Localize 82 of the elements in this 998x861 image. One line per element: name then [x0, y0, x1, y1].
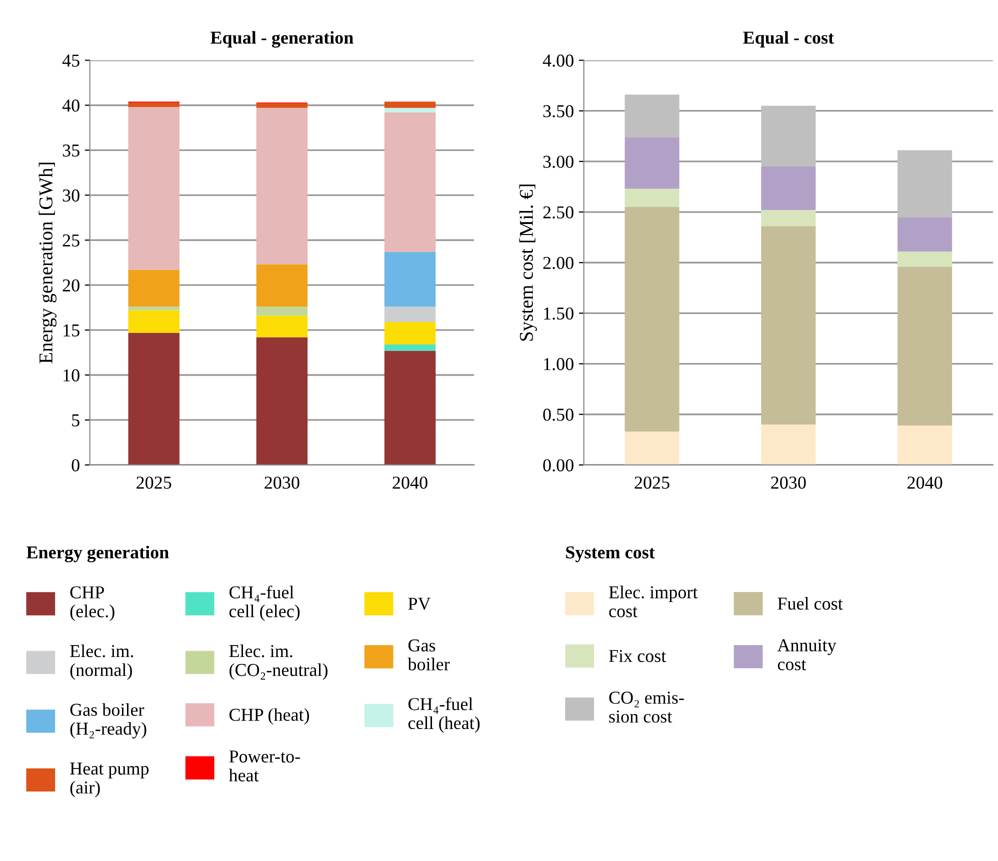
legend-title: Energy generation: [26, 546, 169, 562]
legend-label: CH₄-fuel cell (elec): [229, 586, 300, 622]
x-tick-label: 2025: [136, 476, 172, 489]
y-tick-label: 2.50: [543, 206, 574, 219]
y-tick-label: 0.50: [543, 408, 574, 421]
legend-label: Fuel cost: [778, 597, 843, 610]
legend-label: Heat pump (air): [70, 762, 149, 798]
bar: [128, 270, 180, 307]
legend-label: PV: [408, 598, 431, 610]
x-tick-label: 2040: [908, 476, 942, 489]
bar: [624, 94, 680, 138]
y-tick-label: 40: [62, 99, 80, 112]
legend-label: Gas boiler (H₂-ready): [70, 703, 146, 739]
bar: [384, 112, 436, 252]
y-tick-label: 5: [72, 414, 80, 426]
bar: [898, 425, 952, 465]
bar: [128, 306, 180, 310]
y-tick-label: 4.00: [542, 54, 574, 67]
legend-label: Elec. im. (normal): [70, 644, 134, 680]
y-tick-label: 0: [72, 459, 80, 472]
legend-label: CO₂ emis- sion cost: [609, 692, 684, 723]
legend-title: System cost: [566, 546, 655, 562]
bar: [128, 102, 180, 108]
y-tick-label: 3.00: [543, 156, 574, 168]
bar: [384, 102, 436, 108]
bar: [384, 252, 436, 307]
legend-label: Fix cost: [609, 650, 666, 662]
legend-label: Elec. im. (CO₂-neutral): [229, 644, 328, 680]
bar: [128, 332, 180, 465]
bar: [624, 432, 680, 465]
x-tick-label: 2030: [264, 476, 300, 489]
legend-label: Elec. import cost: [609, 586, 698, 618]
y-tick-label: 1.00: [544, 358, 574, 370]
bar: [624, 206, 680, 432]
bar: [761, 106, 816, 166]
y-tick-label: 35: [62, 144, 80, 157]
bar: [761, 166, 816, 210]
legend-label: Annuity cost: [777, 639, 836, 670]
bar: [256, 103, 308, 108]
y-tick-label: 1.50: [544, 307, 574, 320]
y-tick-label: 2.00: [543, 256, 574, 270]
legend-label: Gas boiler: [408, 639, 450, 670]
bar: [256, 306, 308, 316]
y-tick-label: 15: [64, 324, 80, 336]
chart-title: Equal - generation: [210, 31, 354, 48]
legend-label: CHP (elec.): [70, 586, 114, 622]
x-tick-label: 2030: [771, 476, 806, 489]
bar: [898, 217, 952, 252]
bar: [898, 266, 952, 426]
y-tick-label: 3.50: [543, 105, 574, 118]
bar: [761, 226, 816, 424]
bar: [898, 251, 952, 267]
bar: [384, 322, 436, 344]
bar: [128, 107, 180, 270]
bar: [256, 316, 308, 338]
bar: [256, 108, 308, 264]
bar: [761, 424, 816, 465]
y-tick-label: 20: [62, 279, 80, 292]
bar: [384, 306, 436, 322]
y-tick-label: 0.00: [543, 459, 574, 472]
x-tick-label: 2025: [634, 476, 670, 489]
y-tick-label: 10: [64, 369, 80, 382]
bar: [384, 108, 436, 112]
bar: [898, 150, 952, 218]
y-tick-label: 30: [62, 189, 80, 202]
x-tick-label: 2040: [392, 476, 428, 489]
legend-label: CH₄-fuel cell (heat): [408, 697, 480, 733]
bar: [761, 210, 816, 226]
bar: [384, 344, 436, 351]
bar: [256, 337, 308, 465]
bar: [624, 188, 680, 207]
legend-label: CHP (heat): [229, 708, 309, 725]
legend-label: Power-to- heat: [228, 750, 300, 782]
bar: [624, 137, 680, 189]
bar: [384, 350, 436, 465]
y-axis-title: System cost [Mil. €]: [519, 184, 537, 341]
chart-title: Equal - cost: [743, 31, 834, 48]
y-axis-title: Energy generation [GWh]: [38, 162, 56, 364]
bar: [128, 310, 180, 333]
bar: [256, 264, 308, 307]
y-tick-label: 45: [62, 54, 80, 67]
y-tick-label: 25: [62, 234, 80, 247]
